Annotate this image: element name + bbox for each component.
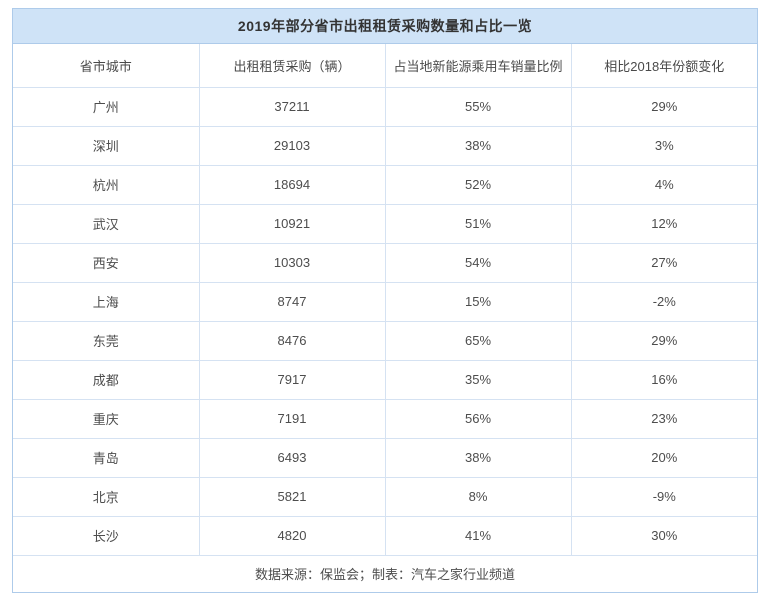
cell-yoy-change: -2% <box>570 281 757 322</box>
cell-city: 深圳 <box>13 125 200 166</box>
cell-city: 长沙 <box>13 515 200 556</box>
cell-purchases: 10921 <box>198 203 386 244</box>
cell-sales-share: 35% <box>384 359 572 400</box>
cell-yoy-change: 30% <box>570 515 757 556</box>
cell-city: 西安 <box>13 242 200 283</box>
cell-purchases: 5821 <box>198 476 386 517</box>
table-row: 成都 7917 35% 16% <box>13 359 757 400</box>
cell-city: 重庆 <box>13 398 200 439</box>
column-header-yoy-change: 相比2018年份额变化 <box>570 44 757 88</box>
table-row: 西安 10303 54% 27% <box>13 242 757 283</box>
cell-sales-share: 41% <box>384 515 572 556</box>
cell-sales-share: 56% <box>384 398 572 439</box>
cell-yoy-change: 29% <box>570 320 757 361</box>
column-header-purchases: 出租租赁采购（辆） <box>198 44 386 88</box>
cell-purchases: 37211 <box>198 86 386 127</box>
cell-sales-share: 8% <box>384 476 572 517</box>
cell-city: 北京 <box>13 476 200 517</box>
table-row: 长沙 4820 41% 30% <box>13 515 757 556</box>
cell-purchases: 8747 <box>198 281 386 322</box>
cell-sales-share: 52% <box>384 164 572 205</box>
table-row: 杭州 18694 52% 4% <box>13 164 757 205</box>
data-source-note: 数据来源：保监会；制表：汽车之家行业频道 <box>13 554 757 592</box>
cell-purchases: 18694 <box>198 164 386 205</box>
table-row: 广州 37211 55% 29% <box>13 86 757 127</box>
cell-sales-share: 65% <box>384 320 572 361</box>
table-title: 2019年部分省市出租租赁采购数量和占比一览 <box>13 9 757 44</box>
cell-yoy-change: 23% <box>570 398 757 439</box>
table-row: 深圳 29103 38% 3% <box>13 125 757 166</box>
cell-purchases: 7191 <box>198 398 386 439</box>
cell-city: 成都 <box>13 359 200 400</box>
cell-city: 杭州 <box>13 164 200 205</box>
cell-yoy-change: 29% <box>570 86 757 127</box>
table-header: 省市城市 出租租赁采购（辆） 占当地新能源乘用车销量比例 相比2018年份额变化 <box>13 44 757 88</box>
table-row: 东莞 8476 65% 29% <box>13 320 757 361</box>
cell-city: 广州 <box>13 86 200 127</box>
cell-purchases: 6493 <box>198 437 386 478</box>
cell-yoy-change: 12% <box>570 203 757 244</box>
cell-purchases: 10303 <box>198 242 386 283</box>
cell-yoy-change: 16% <box>570 359 757 400</box>
cell-purchases: 4820 <box>198 515 386 556</box>
cell-purchases: 29103 <box>198 125 386 166</box>
column-header-sales-share: 占当地新能源乘用车销量比例 <box>384 44 572 88</box>
cell-yoy-change: 27% <box>570 242 757 283</box>
table-footer: 数据来源：保监会；制表：汽车之家行业频道 <box>13 554 757 592</box>
cell-sales-share: 54% <box>384 242 572 283</box>
data-table: 省市城市 出租租赁采购（辆） 占当地新能源乘用车销量比例 相比2018年份额变化… <box>13 44 757 592</box>
table-row: 重庆 7191 56% 23% <box>13 398 757 439</box>
cell-city: 上海 <box>13 281 200 322</box>
cell-sales-share: 38% <box>384 437 572 478</box>
cell-purchases: 8476 <box>198 320 386 361</box>
cell-city: 青岛 <box>13 437 200 478</box>
table-row: 青岛 6493 38% 20% <box>13 437 757 478</box>
cell-yoy-change: 20% <box>570 437 757 478</box>
column-header-city: 省市城市 <box>13 44 200 88</box>
table-row: 上海 8747 15% -2% <box>13 281 757 322</box>
cell-city: 武汉 <box>13 203 200 244</box>
cell-yoy-change: 3% <box>570 125 757 166</box>
table-row: 北京 5821 8% -9% <box>13 476 757 517</box>
footer-row: 数据来源：保监会；制表：汽车之家行业频道 <box>13 554 757 592</box>
data-table-card: 2019年部分省市出租租赁采购数量和占比一览 省市城市 出租租赁采购（辆） 占当… <box>12 8 758 593</box>
table-body: 广州 37211 55% 29% 深圳 29103 38% 3% 杭州 18694 52% 4% 武汉 1… <box>13 86 757 556</box>
header-row: 省市城市 出租租赁采购（辆） 占当地新能源乘用车销量比例 相比2018年份额变化 <box>13 44 757 88</box>
cell-sales-share: 55% <box>384 86 572 127</box>
cell-sales-share: 51% <box>384 203 572 244</box>
table-row: 武汉 10921 51% 12% <box>13 203 757 244</box>
cell-yoy-change: 4% <box>570 164 757 205</box>
cell-sales-share: 15% <box>384 281 572 322</box>
cell-city: 东莞 <box>13 320 200 361</box>
cell-purchases: 7917 <box>198 359 386 400</box>
cell-sales-share: 38% <box>384 125 572 166</box>
cell-yoy-change: -9% <box>570 476 757 517</box>
